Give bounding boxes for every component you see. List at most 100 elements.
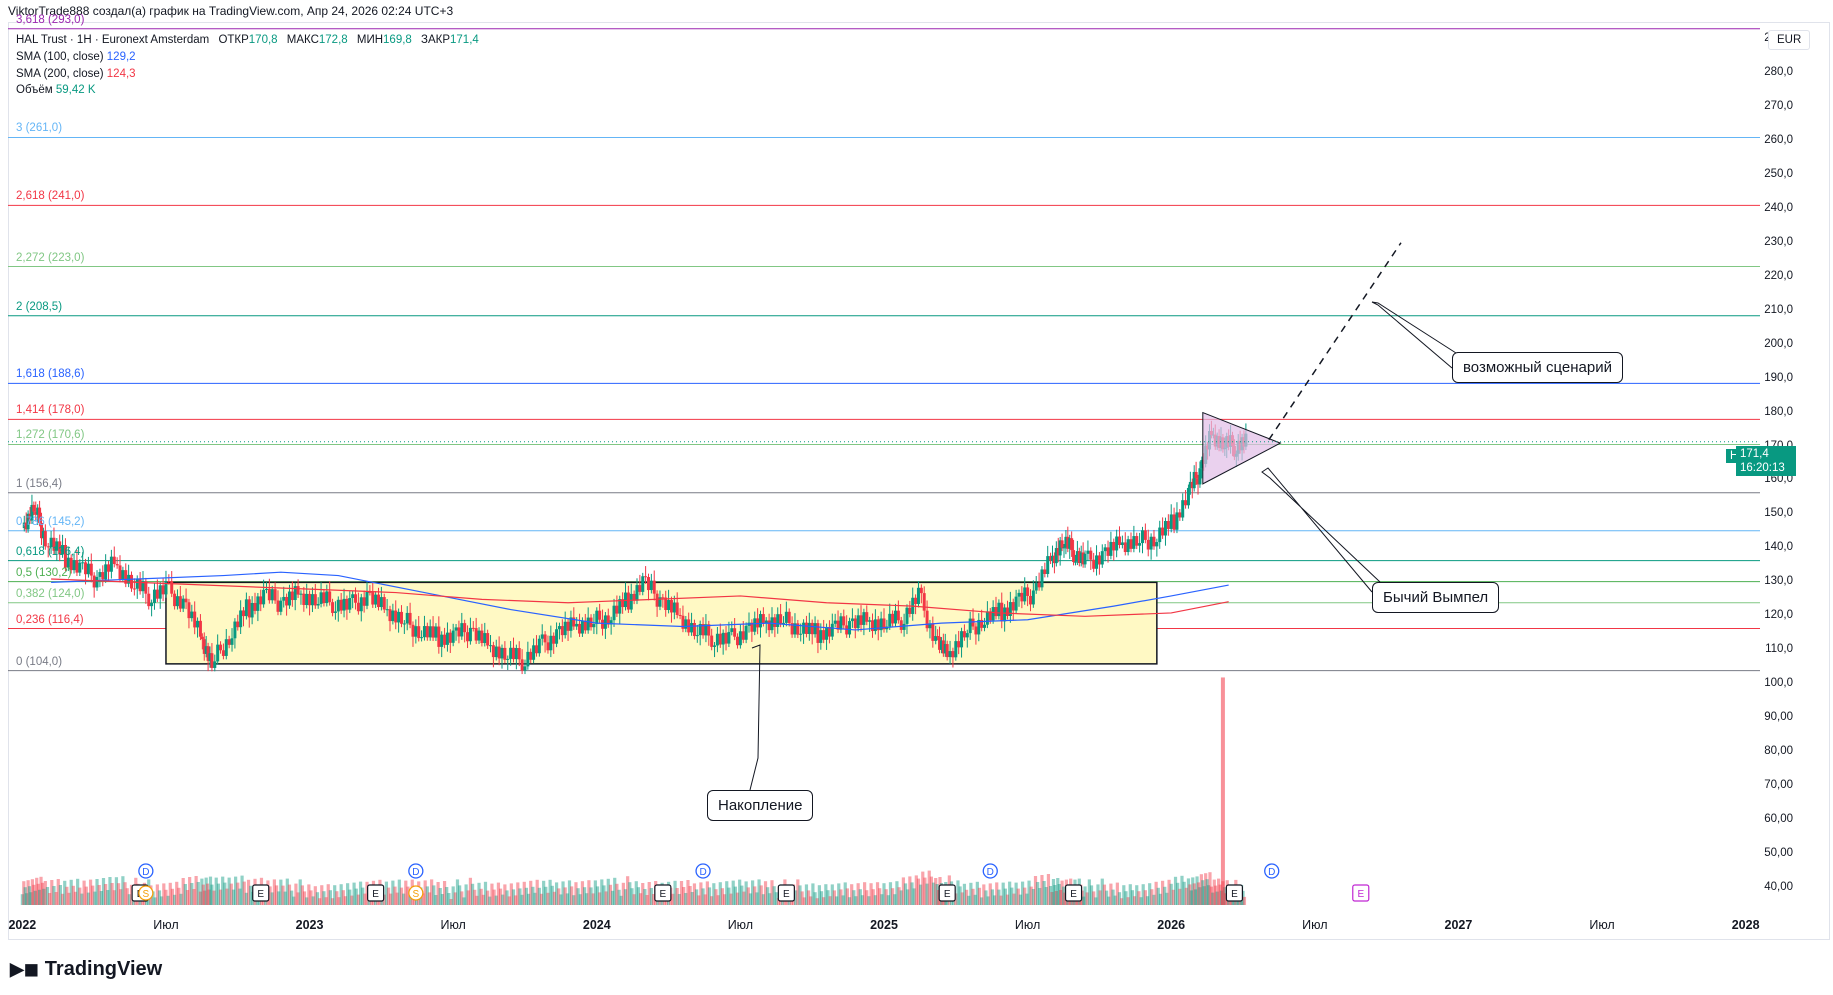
volume-bar: [1191, 877, 1195, 905]
pennant-callout[interactable]: Бычий Вымпел: [1372, 582, 1500, 613]
candle-body: [523, 666, 527, 671]
volume-bar: [190, 883, 194, 905]
candle-body: [871, 620, 875, 632]
volume-bar: [1003, 888, 1007, 905]
candle-body: [287, 591, 291, 606]
volume-bar: [1050, 892, 1054, 905]
candle-body: [750, 622, 754, 632]
volume-bar: [774, 892, 778, 905]
volume-bar: [300, 885, 304, 905]
legend-volume-row[interactable]: Объём 59,42 K: [16, 82, 479, 99]
volume-bar: [632, 894, 636, 905]
volume-bar: [557, 888, 561, 905]
volume-bar: [880, 894, 884, 905]
volume-bar: [634, 881, 638, 905]
candle-body: [761, 614, 765, 624]
accumulation-callout[interactable]: Накопление: [707, 790, 814, 821]
y-tick-label: 110,0: [1765, 643, 1793, 656]
volume-bar: [1139, 897, 1143, 905]
candle-body: [784, 611, 788, 623]
candle-body: [681, 615, 685, 629]
volume-bar: [1038, 888, 1042, 905]
scenario-callout[interactable]: возможный сценарий: [1452, 352, 1623, 383]
candle-body: [572, 617, 576, 627]
volume-bar: [119, 889, 123, 905]
volume-bar: [1209, 886, 1214, 905]
candle-body: [555, 629, 559, 644]
candle-body: [411, 624, 415, 637]
candle-body: [135, 578, 139, 589]
candle-body: [63, 545, 67, 568]
volume-bar: [1199, 874, 1203, 905]
volume-bar: [311, 896, 315, 905]
candle-body: [491, 645, 495, 658]
legend-sma100-row[interactable]: SMA (100, close) 129,2: [16, 49, 479, 66]
volume-bar: [1171, 889, 1175, 905]
volume-bar: [776, 898, 781, 905]
candle-body: [1106, 547, 1110, 556]
volume-bar: [339, 884, 343, 905]
x-tick-label: Июл: [440, 918, 466, 932]
candle-body: [26, 513, 30, 530]
candle-body: [997, 602, 1001, 617]
tradingview-logo-icon: ▶◼: [10, 959, 39, 979]
candle-body: [1081, 552, 1085, 565]
candle-body: [1123, 542, 1127, 553]
volume-bar: [1046, 874, 1051, 905]
volume-bar: [641, 883, 645, 905]
volume-bar: [507, 896, 511, 905]
volume-bar: [1023, 887, 1027, 905]
candle-body: [957, 641, 961, 648]
candle-body: [293, 586, 297, 601]
volume-bar: [845, 888, 849, 905]
volume-bar: [875, 882, 880, 905]
candle-body: [862, 612, 866, 625]
legend-symbol-row[interactable]: HAL Trust · 1Н · Euronext Amsterdam ОТКР…: [16, 32, 479, 49]
volume-bar: [1148, 883, 1152, 905]
volume-bar: [899, 890, 903, 905]
candle-body: [354, 594, 358, 603]
volume-bar: [501, 894, 505, 905]
candle-body: [655, 593, 659, 607]
volume-bar: [934, 878, 938, 905]
x-tick-label: 2024: [582, 918, 611, 932]
candle-body: [81, 562, 85, 564]
candle-body: [816, 623, 820, 643]
candle-body: [1072, 550, 1076, 562]
volume-bar: [238, 888, 242, 905]
volume-bar: [1012, 893, 1016, 905]
candle-body: [152, 589, 156, 603]
currency-selector[interactable]: EUR: [1768, 30, 1811, 50]
candle-body: [1129, 539, 1133, 549]
candle-body: [227, 639, 231, 645]
candle-body: [132, 588, 136, 590]
candle-body: [552, 635, 556, 644]
candle-body: [905, 607, 909, 624]
tradingview-logo[interactable]: ▶◼ TradingView: [10, 958, 162, 981]
volume-bar: [177, 887, 181, 905]
candle-body: [727, 631, 731, 644]
volume-bar: [852, 890, 856, 905]
volume-bar: [402, 893, 406, 905]
earnings-event-letter: E: [944, 889, 951, 900]
candle-body: [916, 587, 920, 604]
dividend-event-icon: [982, 863, 998, 879]
candle-body: [941, 640, 945, 654]
volume-bar: [477, 882, 481, 905]
volume-bar: [25, 893, 29, 905]
volume-bar: [56, 879, 60, 905]
legend-sma200-row[interactable]: SMA (200, close) 124,3: [16, 66, 479, 83]
volume-bar: [1169, 883, 1173, 905]
volume-bar: [1025, 893, 1029, 905]
candle-body: [382, 597, 386, 610]
volume-bar: [445, 887, 449, 905]
candle-body: [339, 599, 343, 611]
volume-bar: [427, 892, 432, 905]
volume-bar: [1195, 876, 1199, 905]
volume-bar: [1098, 890, 1102, 905]
candle-body: [511, 647, 515, 660]
candle-body: [931, 623, 935, 641]
earnings-event-icon: [1352, 884, 1370, 902]
candle-body: [756, 618, 760, 628]
